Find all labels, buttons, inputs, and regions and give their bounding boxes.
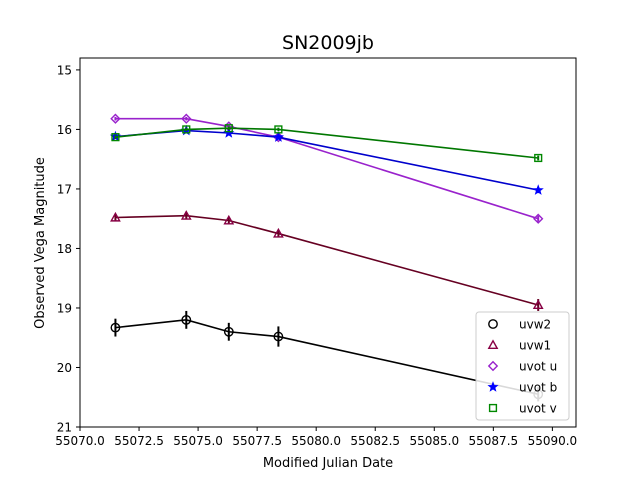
legend-label: uvot b — [519, 381, 557, 395]
data-point — [224, 124, 233, 133]
x-tick-label: 55090.0 — [528, 434, 578, 448]
legend-label: uvot u — [519, 360, 557, 374]
data-point — [180, 210, 192, 220]
data-point — [532, 299, 544, 310]
data-point — [110, 211, 121, 222]
y-tick-label: 21 — [57, 421, 72, 435]
y-tick-label: 18 — [57, 242, 72, 256]
y-tick-label: 15 — [57, 63, 72, 77]
x-tick-label: 55075.0 — [173, 434, 223, 448]
legend-item-uvw1: uvw1 — [487, 339, 551, 353]
series-uvot-v — [111, 124, 543, 163]
x-tick-label: 55087.5 — [469, 434, 519, 448]
legend-marker — [488, 319, 498, 329]
data-point — [272, 131, 284, 142]
legend-item-uvw2: uvw2 — [488, 318, 551, 332]
x-tick-label: 55085.0 — [409, 434, 459, 448]
x-tick-label: 55070.0 — [55, 434, 105, 448]
data-point — [223, 214, 235, 225]
legend-label: uvw2 — [519, 318, 551, 332]
data-point — [110, 322, 121, 333]
legend-label: uvw1 — [519, 339, 551, 353]
data-point — [533, 213, 544, 224]
plot-frame — [79, 57, 577, 428]
y-tick-label: 16 — [57, 123, 72, 137]
legend-marker — [487, 339, 499, 350]
legend-item-uvot-b: uvot b — [487, 381, 557, 395]
y-tick-label: 19 — [57, 301, 72, 315]
y-axis-label: Observed Vega Magnitude — [33, 157, 48, 329]
data-point — [534, 153, 543, 163]
data-point — [111, 133, 120, 142]
data-point — [274, 125, 283, 134]
data-point — [223, 326, 234, 337]
x-tick-label: 55080.0 — [291, 434, 341, 448]
data-point — [273, 331, 284, 342]
y-tick-label: 20 — [57, 361, 72, 375]
legend-marker — [487, 360, 499, 372]
x-axis-label: Modified Julian Date — [263, 456, 393, 471]
x-tick-label: 55072.5 — [114, 434, 164, 448]
data-point — [532, 184, 544, 195]
axes: 55070.0 55072.5 55075.0 55077.5 55080.0 55082… — [55, 63, 577, 448]
data-point — [181, 314, 192, 325]
plot-area — [109, 113, 544, 402]
chart-title: SN2009jb — [282, 32, 374, 54]
data-point — [110, 113, 121, 124]
legend: uvw2 uvw1 uvot u uvot b uvot v — [475, 311, 570, 421]
legend-box — [475, 311, 570, 421]
data-point — [181, 113, 192, 124]
data-point — [182, 125, 191, 134]
x-tick-label: 55077.5 — [232, 434, 282, 448]
legend-item-uvot-u: uvot u — [487, 360, 557, 374]
x-tick-label: 55082.5 — [350, 434, 400, 448]
series-uvw1 — [110, 210, 544, 311]
y-tick-label: 17 — [57, 182, 72, 196]
legend-item-uvot-v: uvot v — [488, 402, 557, 416]
legend-marker — [488, 403, 498, 413]
data-point — [273, 227, 284, 238]
legend-marker — [487, 381, 499, 392]
legend-label: uvot v — [519, 402, 557, 416]
